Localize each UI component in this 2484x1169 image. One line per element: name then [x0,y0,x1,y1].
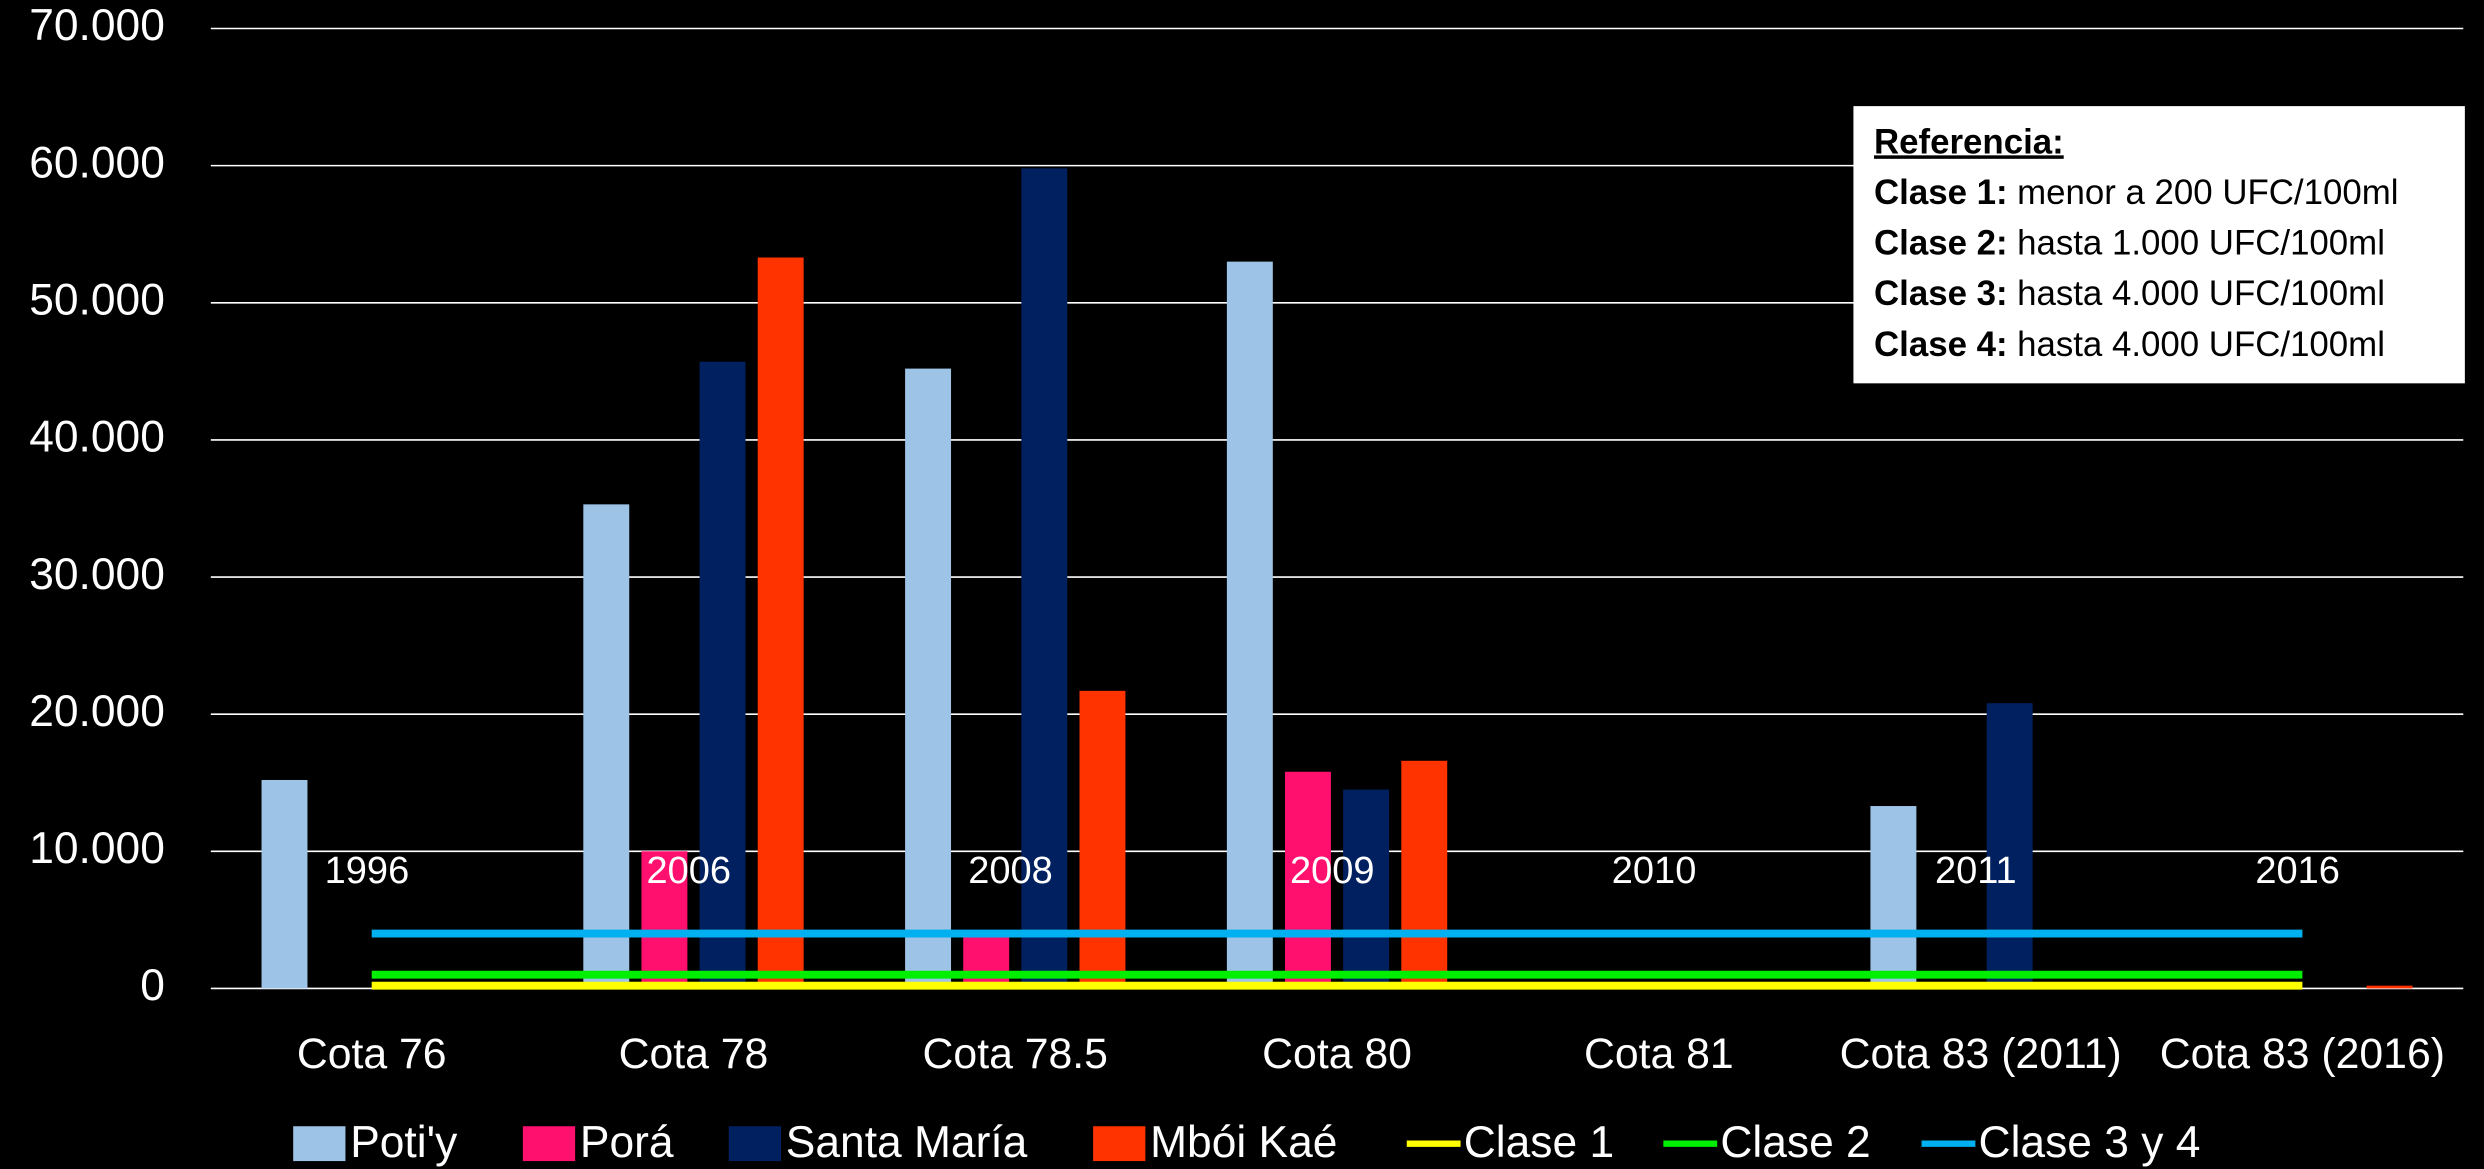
x-tick-label: Cota 76 [297,1030,447,1078]
legend-label: Poti'y [350,1118,458,1167]
bar [699,361,746,989]
legend-swatch [293,1126,346,1162]
y-tick-label: 50.000 [29,275,165,324]
legend-swatch [522,1126,576,1162]
year-label: 2016 [2255,850,2340,892]
y-tick-label: 10.000 [29,824,165,873]
year-label: 2006 [646,850,731,892]
reference-text: hasta 1.000 UFC/100ml [2017,224,2385,263]
x-tick-label: Cota 78 [619,1030,769,1078]
legend-label: Porá [580,1118,674,1167]
reference-class: Clase 1: [1874,173,2008,212]
legend-label: Clase 2 [1720,1118,1870,1167]
bar [963,934,1010,989]
year-label: 2009 [1290,850,1375,892]
year-label: 1996 [325,850,410,892]
y-tick-label: 40.000 [29,413,165,462]
y-tick-label: 60.000 [29,138,165,187]
bar [757,257,804,989]
bar [905,368,952,989]
x-tick-label: Cota 78.5 [923,1030,1108,1078]
year-label: 2011 [1935,850,2017,892]
reference-box [1853,106,2465,384]
bar [641,851,688,989]
reference-text: menor a 200 UFC/100ml [2017,173,2398,212]
legend-swatch [1093,1126,1146,1162]
reference-title: Referencia: [1874,122,2064,161]
legend-label: Clase 1 [1464,1118,1614,1167]
x-tick-label: Cota 80 [1262,1030,1412,1078]
year-label: 2010 [1612,850,1697,892]
y-tick-label: 30.000 [29,550,165,599]
bar [1226,261,1273,989]
y-tick-label: 0 [140,961,165,1010]
x-tick-label: Cota 83 (2011) [1840,1030,2122,1078]
bar [1079,690,1126,989]
reference-text: hasta 4.000 UFC/100ml [2017,325,2385,364]
x-tick-label: Cota 83 (2016) [2160,1030,2445,1078]
reference-line: Clase 4: hasta 4.000 UFC/100ml [1874,325,2385,364]
year-label: 2008 [968,850,1053,892]
y-tick-label: 70.000 [29,1,165,50]
legend-label: Mbói Kaé [1150,1118,1337,1167]
bar [1870,806,1917,989]
reference-text: hasta 4.000 UFC/100ml [2017,274,2385,313]
reference-line: Clase 3: hasta 4.000 UFC/100ml [1874,274,2385,313]
x-tick-label: Cota 81 [1584,1030,1734,1078]
legend-swatch [728,1126,782,1162]
reference-line: Clase 2: hasta 1.000 UFC/100ml [1874,224,2385,263]
y-tick-label: 20.000 [29,687,165,736]
reference-class: Clase 4: [1874,325,2008,364]
reference-class: Clase 2: [1874,224,2008,263]
bar [1986,703,2033,989]
bar [1285,771,1331,989]
reference-class: Clase 3: [1874,274,2008,313]
bar [261,779,308,989]
bar [1343,789,1390,989]
reference-line: Clase 1: menor a 200 UFC/100ml [1874,173,2398,212]
bar [583,504,630,989]
bar [1021,168,1068,989]
bar [1401,760,1448,989]
legend-label: Clase 3 y 4 [1979,1118,2201,1167]
bar [2366,985,2413,989]
legend-label: Santa María [786,1118,1028,1167]
